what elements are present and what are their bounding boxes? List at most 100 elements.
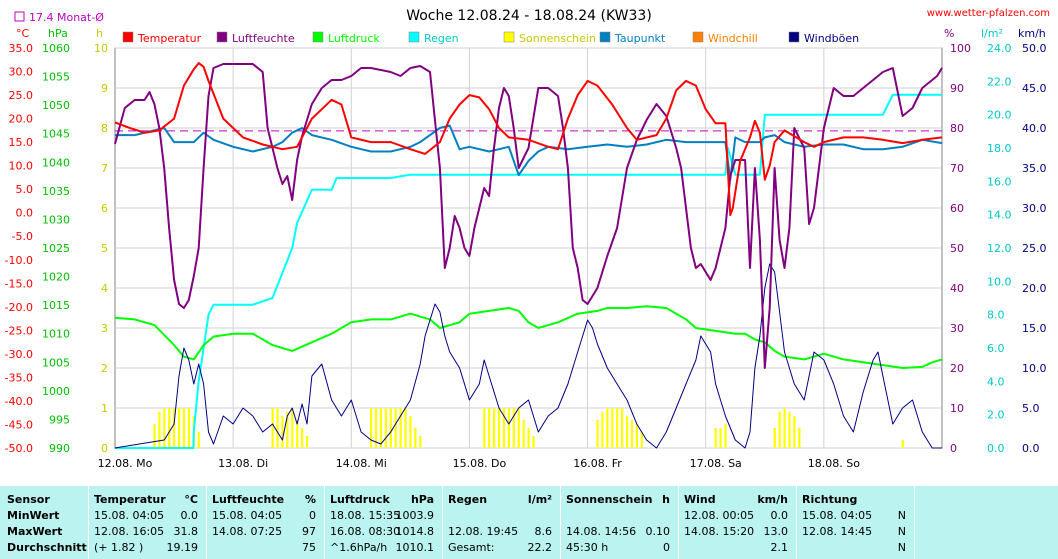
stats-cell-value: N <box>897 541 906 554</box>
x-tick-label: 18.08. So <box>808 457 860 470</box>
stats-cell-value: 13.0 <box>763 525 789 538</box>
temperature-tick: -25.0 <box>5 324 33 337</box>
stats-group-1: Luftfeuchte% 15.08. 04:05 0 14.08. 07:25 97 7… <box>206 486 325 559</box>
stats-cell-time: 15.08. 04:05 <box>802 509 873 522</box>
wind-tick: 50.0 <box>1022 42 1047 55</box>
wind-unit-label: km/h <box>1018 27 1046 40</box>
temperature-tick: -5.0 <box>12 230 33 243</box>
stats-group-4: Sonnenschein h 14.08. 14:56 0.10 45:30 h 0 <box>560 486 679 559</box>
sunshine-bar <box>384 408 387 448</box>
sunshine-bar <box>404 408 407 448</box>
humidity-tick: 80 <box>950 122 964 135</box>
x-tick-label: 16.08. Fr <box>573 457 622 470</box>
pressure-tick: 1025 <box>42 242 70 255</box>
temperature-tick: -50.0 <box>5 442 33 455</box>
rain-tick: 4.0 <box>987 375 1005 388</box>
site-link[interactable]: www.wetter-pfalzen.com <box>927 8 1050 19</box>
humidity-tick: 20 <box>950 362 964 375</box>
humidity-tick: 40 <box>950 282 964 295</box>
temperature-tick: -40.0 <box>5 395 33 408</box>
chart-title: Woche 12.08.24 - 18.08.24 (KW33) <box>406 8 652 24</box>
rain-tick: 22.0 <box>987 75 1012 88</box>
stats-group-3: Regen l/m² 12.08. 19:45 8.6 Gesamt: 22.2 <box>442 486 561 559</box>
legend-swatch <box>312 31 324 43</box>
rain-unit-label: l/m² <box>981 27 1003 40</box>
weather-chart: Temperatur Luftfeuchte Luftdruck Regen Sonne… <box>5 8 1050 470</box>
sun_hours-tick: 9 <box>101 82 108 95</box>
legend-swatch <box>216 31 228 43</box>
sun_hours-tick: 7 <box>101 162 108 175</box>
sunshine-bar <box>788 412 791 448</box>
legend-label: Regen <box>424 32 459 45</box>
stats-cell-time: 12.08. 00:05 <box>684 509 755 522</box>
sunshine-bar <box>281 416 284 448</box>
stats-cell-value: 22.2 <box>527 541 553 554</box>
stats-cell-value: N <box>897 509 906 522</box>
sunshine-bar <box>305 436 309 448</box>
humidity-tick: 60 <box>950 202 964 215</box>
series-taupunkt-line <box>115 124 943 181</box>
stats-group-unit: l/m² <box>527 493 552 506</box>
chart-marks <box>114 62 943 449</box>
stats-cell-time: (+ 1.82 ) <box>94 541 144 554</box>
humidity-unit-label: % <box>944 27 954 40</box>
wind-tick: 20.0 <box>1022 282 1047 295</box>
legend-label: Windchill <box>708 32 758 45</box>
series-temperatur-line <box>114 62 943 217</box>
rain-tick: 18.0 <box>987 142 1012 155</box>
pressure-tick: 1050 <box>42 99 70 112</box>
series-luftdruck-line <box>114 305 943 369</box>
sunshine-bar <box>625 416 629 448</box>
stats-group-header: Luftdruck <box>330 493 390 506</box>
pressure-tick: 1035 <box>42 185 70 198</box>
sunshine-bar <box>271 408 274 448</box>
sunshine-bar <box>286 412 289 448</box>
temperature-tick: -20.0 <box>5 301 33 314</box>
humidity-tick: 70 <box>950 162 964 175</box>
stats-cell-value: 1014.8 <box>395 525 435 538</box>
sunshine-bar <box>158 412 161 448</box>
sunshine-bar <box>187 408 191 448</box>
sunshine-bar <box>714 428 717 448</box>
sunshine-bar <box>512 408 515 448</box>
sun_hours-tick: 10 <box>94 42 108 55</box>
stats-group-header: Regen <box>448 493 488 506</box>
rain-tick: 12.0 <box>987 242 1012 255</box>
pressure-tick: 1040 <box>42 156 70 169</box>
wind-tick: 5.0 <box>1022 402 1040 415</box>
stats-cell-time: ^1.6hPa/h <box>330 541 388 554</box>
pressure-tick: 995 <box>49 413 70 426</box>
stats-cell-value: 0 <box>309 509 316 522</box>
sunshine-bar <box>301 428 304 448</box>
stats-cell-time: 12.08. 16:05 <box>94 525 165 538</box>
pressure-tick: 1055 <box>42 71 70 84</box>
stats-cell-value: 0.0 <box>180 509 199 522</box>
stats-cell-time: 14.08. 15:20 <box>684 525 755 538</box>
stats-cell-value: 0 <box>663 541 670 554</box>
stats-cell-value: N <box>897 525 906 538</box>
stats-table: Sensor MinWert MaxWert Durchschnitt Temp… <box>0 486 1058 559</box>
rain-tick: 20.0 <box>987 109 1012 122</box>
stats-cell-value: 75 <box>302 541 316 554</box>
sunshine-bar <box>532 436 535 448</box>
stats-group-header: Sonnenschein <box>566 493 653 506</box>
sun_hours-tick: 4 <box>101 282 108 295</box>
humidity-tick: 90 <box>950 82 964 95</box>
temperature-tick: 25.0 <box>9 89 34 102</box>
stats-row-label: Sensor <box>7 493 50 506</box>
stats-cell-time: 12.08. 19:45 <box>448 525 519 538</box>
x-tick-label: 13.08. Di <box>218 457 268 470</box>
temperature-tick: 15.0 <box>9 136 34 149</box>
pressure-tick: 1000 <box>42 385 70 398</box>
stats-group-unit: % <box>304 493 316 506</box>
sunshine-bar <box>276 408 279 448</box>
grid <box>114 47 943 449</box>
sun_hours-tick: 1 <box>101 402 108 415</box>
wind-tick: 10.0 <box>1022 362 1047 375</box>
temp-unit-label: °C <box>16 27 30 40</box>
legend-label: Taupunkt <box>614 32 666 45</box>
sunshine-bar <box>793 416 796 448</box>
legend-swatch <box>788 31 800 43</box>
sunshine-bar <box>517 408 520 448</box>
sunshine-bar <box>640 432 643 448</box>
